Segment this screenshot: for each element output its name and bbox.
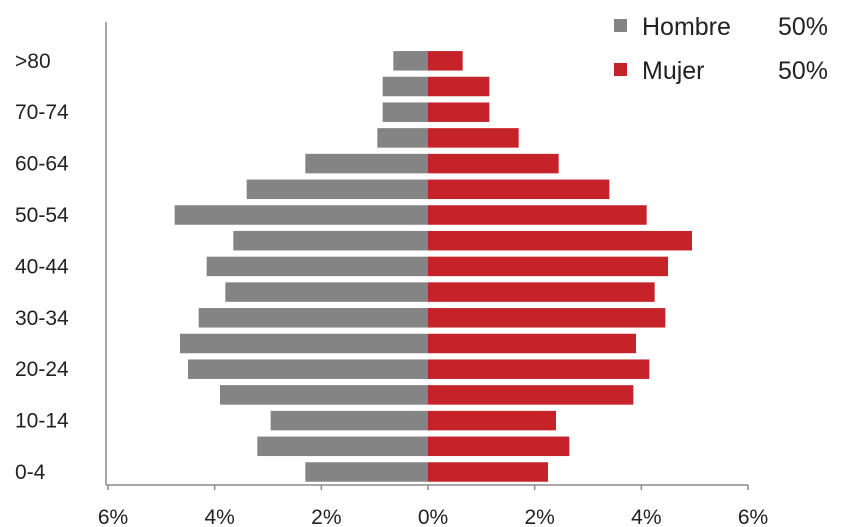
hombre-bar-60-64: [305, 153, 428, 174]
y-tick-label: >80: [15, 50, 51, 73]
y-tick-label: 70-74: [15, 101, 69, 124]
legend-share-hombre: 50%: [778, 13, 828, 41]
hombre-bar-45-49: [233, 230, 428, 251]
legend-swatch-mujer: [614, 63, 627, 76]
hombre-bar-0-4: [305, 462, 428, 482]
x-tick-label: 2%: [524, 506, 554, 527]
mujer-bar-65-69: [428, 128, 519, 148]
hombre-bar-20-24: [188, 359, 428, 379]
mujer-bar-25-29: [428, 333, 636, 354]
hombre-bar-65-69: [377, 128, 428, 148]
mujer-bar-55-59: [428, 179, 610, 200]
hombre-bar-55-59: [246, 179, 428, 200]
y-tick-label: 50-54: [15, 204, 69, 227]
mujer-bar-30-34: [428, 308, 666, 328]
mujer-bar-10-14: [428, 410, 556, 431]
y-tick-label: 10-14: [15, 410, 69, 433]
mujer-bar-0-4: [428, 462, 548, 482]
hombre-bar-10-14: [270, 410, 428, 431]
hombre-bar->80: [393, 51, 428, 71]
mujer-bar-45-49: [428, 230, 692, 251]
mujer-bar->80: [428, 51, 463, 71]
x-tick-label: 4%: [631, 506, 661, 527]
x-tick-label: 6%: [738, 506, 768, 527]
y-tick-label: 60-64: [15, 153, 69, 176]
x-tick-label: 0%: [418, 506, 448, 527]
hombre-bar-30-34: [198, 308, 428, 328]
mujer-bar-60-64: [428, 153, 559, 174]
mujer-bar-5-9: [428, 436, 570, 457]
mujer-bar-40-44: [428, 256, 668, 277]
hombre-bars: [174, 51, 428, 482]
legend-label-mujer: Mujer: [642, 57, 705, 85]
y-axis-ticks: 0-4 10-14 20-24 30-34 40-44 50-54 60-64 70-74 >8…: [15, 50, 69, 484]
mujer-bar-15-19: [428, 385, 634, 405]
legend-label-hombre: Hombre: [642, 13, 731, 41]
legend-share-mujer: 50%: [778, 57, 828, 85]
y-tick-label: 20-24: [15, 358, 69, 381]
x-axis-ticks: 6% 4% 2% 0% 2% 4% 6%: [98, 485, 768, 527]
hombre-bar-70-74: [382, 102, 428, 122]
mujer-bar-70-74: [428, 102, 490, 122]
x-tick-label: 4%: [204, 506, 234, 527]
y-tick-label: 0-4: [15, 461, 46, 484]
hombre-bar-35-39: [225, 282, 428, 302]
hombre-bar-25-29: [180, 333, 428, 354]
hombre-bar-5-9: [257, 436, 428, 457]
legend-swatch-hombre: [614, 19, 627, 32]
x-tick-label: 2%: [311, 506, 341, 527]
hombre-bar-75-79: [382, 76, 428, 97]
x-tick-label: 6%: [98, 506, 128, 527]
mujer-bar-75-79: [428, 76, 490, 97]
mujer-bars: [428, 51, 692, 482]
y-tick-label: 30-34: [15, 307, 69, 330]
hombre-bar-50-54: [174, 205, 428, 225]
mujer-bar-35-39: [428, 282, 655, 302]
mujer-bar-20-24: [428, 359, 650, 379]
mujer-bar-50-54: [428, 205, 647, 225]
legend: Hombre 50% Mujer 50%: [614, 13, 828, 85]
y-tick-label: 40-44: [15, 255, 69, 278]
hombre-bar-15-19: [220, 385, 428, 405]
hombre-bar-40-44: [206, 256, 428, 277]
